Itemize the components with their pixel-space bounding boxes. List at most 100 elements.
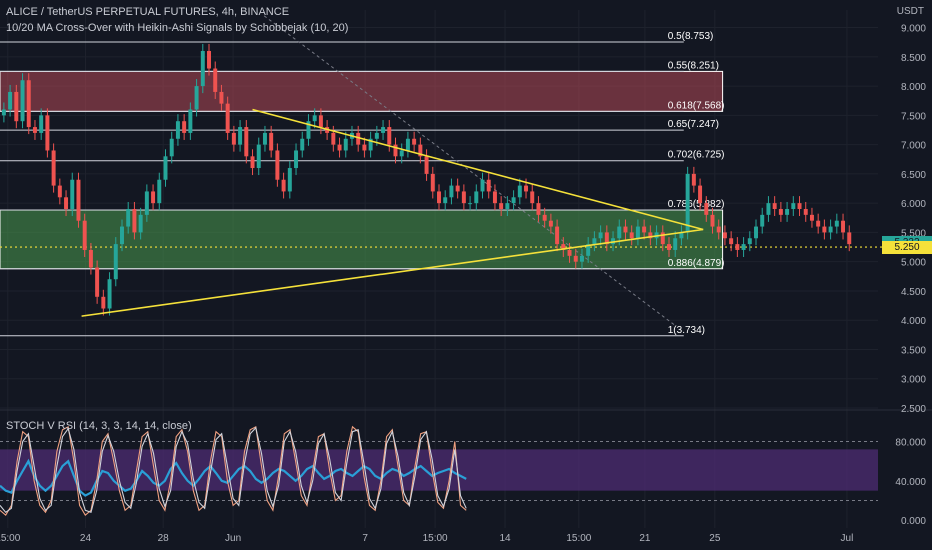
candle-body bbox=[555, 226, 560, 245]
time-tick-label: Jun bbox=[225, 533, 241, 544]
candle-body bbox=[294, 150, 299, 169]
candle-body bbox=[331, 132, 336, 145]
time-tick-label: 24 bbox=[80, 533, 92, 544]
candle-body bbox=[592, 238, 597, 245]
candle-body bbox=[455, 185, 460, 192]
candle-body bbox=[57, 185, 62, 198]
candle-body bbox=[231, 132, 236, 145]
candle-body bbox=[691, 173, 696, 186]
candles bbox=[1, 43, 852, 316]
candle-body bbox=[443, 197, 448, 204]
fib-label: 0.5(8.753) bbox=[668, 31, 714, 42]
candle-body bbox=[524, 185, 529, 192]
candle-body bbox=[281, 179, 286, 192]
candle-body bbox=[536, 203, 541, 215]
candle-body bbox=[747, 238, 752, 245]
candle-body bbox=[778, 209, 783, 215]
candle-body bbox=[188, 109, 193, 133]
candle-body bbox=[381, 127, 386, 133]
candle-body bbox=[828, 226, 833, 233]
price-tick-label: 7.500 bbox=[901, 111, 926, 122]
candle-body bbox=[573, 255, 578, 262]
candle-body bbox=[722, 232, 727, 239]
candle-body bbox=[505, 203, 510, 209]
candle-body bbox=[480, 179, 485, 192]
candle-body bbox=[45, 115, 50, 151]
candle-body bbox=[474, 191, 479, 204]
candle-body bbox=[710, 214, 715, 227]
candle-body bbox=[51, 150, 56, 186]
indicator-legend: 10/20 MA Cross-Over with Heikin-Ashi Sig… bbox=[6, 22, 349, 34]
candle-body bbox=[648, 232, 653, 239]
stoch-pane bbox=[0, 425, 878, 517]
candle-body bbox=[542, 214, 547, 221]
candle-body bbox=[393, 144, 398, 157]
candle-body bbox=[250, 156, 255, 169]
candle-body bbox=[642, 226, 647, 233]
candle-body bbox=[834, 220, 839, 227]
candle-body bbox=[70, 179, 75, 209]
fib-levels: 0.5(8.753) 0.55(8.251) 0.618(7.568) 0.65(7.… bbox=[0, 31, 725, 337]
price-tick-label: 3.000 bbox=[901, 375, 926, 386]
time-tick-label: Jul bbox=[841, 533, 854, 544]
candle-body bbox=[318, 115, 323, 128]
candle-body bbox=[306, 121, 311, 139]
candle-body bbox=[698, 185, 703, 204]
candle-body bbox=[76, 179, 81, 221]
candle-body bbox=[741, 244, 746, 250]
candle-body bbox=[300, 138, 305, 151]
chart-title: ALICE / TetherUS PERPETUAL FUTURES, 4h, … bbox=[6, 6, 290, 18]
price-tick-label: 7.000 bbox=[901, 141, 926, 152]
candle-body bbox=[729, 238, 734, 245]
candle-body bbox=[387, 127, 392, 145]
candle-body bbox=[144, 191, 149, 215]
stoch-tick-label: 0.000 bbox=[901, 516, 926, 527]
candle-body bbox=[635, 226, 640, 239]
candle-body bbox=[175, 121, 180, 139]
fib-label: 0.55(8.251) bbox=[668, 60, 719, 71]
lower-trendline bbox=[81, 228, 704, 317]
candle-body bbox=[275, 150, 280, 180]
stoch-k-line bbox=[0, 425, 467, 517]
diagonal-guide bbox=[263, 15, 677, 327]
candle-body bbox=[461, 191, 466, 204]
candle-body bbox=[499, 203, 504, 209]
price-tick-label: 3.500 bbox=[901, 345, 926, 356]
candle-body bbox=[132, 209, 137, 233]
candle-body bbox=[244, 127, 249, 157]
time-axis: 15:00 24 28 Jun 7 15:00 14 15:00 21 25 Jul bbox=[0, 533, 853, 544]
candle-body bbox=[561, 244, 566, 250]
candle-body bbox=[667, 244, 671, 250]
candle-body bbox=[803, 209, 808, 215]
candle-body bbox=[679, 232, 684, 239]
price-tick-label: 5.500 bbox=[901, 228, 926, 239]
candle-body bbox=[182, 121, 187, 133]
time-tick-label: 15:00 bbox=[0, 533, 21, 544]
candle-body bbox=[337, 144, 342, 151]
candle-body bbox=[163, 156, 168, 180]
time-tick-label: 14 bbox=[499, 533, 511, 544]
time-tick-label: 15:00 bbox=[566, 533, 591, 544]
candle-body bbox=[95, 267, 100, 297]
candle-body bbox=[343, 138, 348, 151]
candle-body bbox=[760, 214, 765, 227]
candle-body bbox=[101, 296, 106, 309]
candle-body bbox=[430, 173, 435, 192]
candle-body bbox=[107, 279, 112, 309]
stoch-rsi-line bbox=[0, 458, 467, 497]
fib-label: 0.65(7.247) bbox=[668, 119, 719, 130]
price-tick-label: 6.500 bbox=[901, 170, 926, 181]
candle-body bbox=[598, 232, 603, 239]
fib-label: 0.702(6.725) bbox=[668, 150, 725, 161]
fib-label: 0.886(4.879) bbox=[668, 258, 725, 269]
candle-body bbox=[629, 232, 634, 239]
candle-body bbox=[847, 232, 852, 245]
price-tick-label: 8.500 bbox=[901, 53, 926, 64]
candle-body bbox=[26, 80, 31, 128]
candle-body bbox=[704, 203, 709, 215]
price-tick-label: 2.500 bbox=[901, 404, 926, 415]
candle-body bbox=[424, 156, 429, 174]
stoch-tick-label: 40.000 bbox=[895, 477, 926, 488]
